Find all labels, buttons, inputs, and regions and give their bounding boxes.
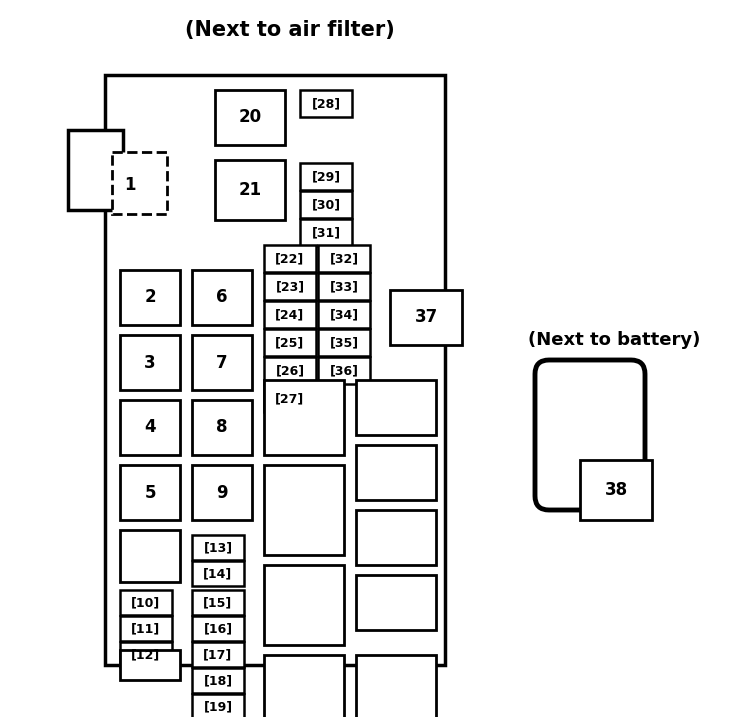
Bar bbox=[390, 290, 462, 345]
Text: [25]: [25] bbox=[276, 336, 304, 349]
Bar bbox=[264, 465, 344, 555]
Bar bbox=[120, 590, 172, 615]
Bar bbox=[356, 510, 436, 565]
Text: 5: 5 bbox=[144, 483, 156, 501]
Text: [13]: [13] bbox=[203, 541, 233, 554]
Text: [34]: [34] bbox=[329, 308, 359, 321]
Text: [35]: [35] bbox=[329, 336, 359, 349]
Text: 1: 1 bbox=[125, 176, 136, 194]
Bar bbox=[264, 245, 316, 272]
Text: 6: 6 bbox=[216, 288, 228, 306]
Bar bbox=[192, 465, 252, 520]
Text: [26]: [26] bbox=[276, 364, 304, 377]
Bar bbox=[192, 561, 244, 586]
Bar bbox=[300, 191, 352, 218]
Bar bbox=[192, 590, 244, 615]
Text: [24]: [24] bbox=[276, 308, 304, 321]
Text: [14]: [14] bbox=[203, 567, 233, 580]
Text: [15]: [15] bbox=[203, 596, 233, 609]
Bar bbox=[580, 460, 652, 520]
Bar bbox=[68, 130, 123, 210]
Bar bbox=[264, 329, 316, 356]
Bar bbox=[318, 273, 370, 300]
Bar bbox=[318, 301, 370, 328]
Text: 7: 7 bbox=[216, 353, 228, 371]
Text: 4: 4 bbox=[144, 419, 156, 437]
Bar bbox=[120, 616, 172, 641]
Text: (Next to air filter): (Next to air filter) bbox=[185, 20, 395, 40]
Bar bbox=[264, 655, 344, 717]
Bar bbox=[264, 565, 344, 645]
Text: 21: 21 bbox=[239, 181, 261, 199]
Text: 3: 3 bbox=[144, 353, 156, 371]
Bar bbox=[264, 385, 316, 412]
Text: [32]: [32] bbox=[329, 252, 359, 265]
Bar bbox=[105, 75, 445, 665]
Bar bbox=[356, 655, 436, 717]
Text: 9: 9 bbox=[216, 483, 228, 501]
Bar bbox=[215, 90, 285, 145]
Text: 20: 20 bbox=[239, 108, 261, 126]
Bar bbox=[192, 642, 244, 667]
Bar bbox=[120, 465, 180, 520]
Bar bbox=[318, 329, 370, 356]
Text: [16]: [16] bbox=[203, 622, 233, 635]
Bar bbox=[120, 642, 172, 667]
Bar bbox=[120, 530, 180, 582]
Text: (Next to battery): (Next to battery) bbox=[528, 331, 700, 349]
Text: [36]: [36] bbox=[329, 364, 359, 377]
Text: [29]: [29] bbox=[311, 170, 341, 183]
Text: [28]: [28] bbox=[311, 97, 341, 110]
Bar bbox=[264, 301, 316, 328]
Text: [19]: [19] bbox=[203, 700, 233, 713]
Bar bbox=[192, 535, 244, 560]
Bar bbox=[120, 270, 180, 325]
Bar bbox=[264, 357, 316, 384]
Bar bbox=[318, 245, 370, 272]
Text: [23]: [23] bbox=[276, 280, 304, 293]
Text: [18]: [18] bbox=[203, 674, 233, 687]
Bar bbox=[215, 160, 285, 220]
Bar bbox=[300, 163, 352, 190]
PathPatch shape bbox=[535, 360, 645, 510]
Bar bbox=[300, 219, 352, 246]
Text: [11]: [11] bbox=[131, 622, 161, 635]
Text: [31]: [31] bbox=[311, 226, 341, 239]
Text: 2: 2 bbox=[144, 288, 156, 306]
Text: [10]: [10] bbox=[131, 596, 161, 609]
Bar bbox=[264, 380, 344, 455]
Bar bbox=[356, 380, 436, 435]
Text: [17]: [17] bbox=[203, 648, 233, 661]
Bar bbox=[120, 335, 180, 390]
Bar bbox=[318, 357, 370, 384]
Bar bbox=[192, 668, 244, 693]
Bar bbox=[264, 273, 316, 300]
Text: [22]: [22] bbox=[276, 252, 304, 265]
Bar bbox=[300, 90, 352, 117]
Text: [33]: [33] bbox=[329, 280, 359, 293]
Text: [12]: [12] bbox=[131, 648, 161, 661]
Bar bbox=[356, 445, 436, 500]
Bar bbox=[120, 400, 180, 455]
Text: [27]: [27] bbox=[276, 392, 304, 405]
Text: 8: 8 bbox=[216, 419, 228, 437]
Bar bbox=[192, 270, 252, 325]
Bar bbox=[356, 575, 436, 630]
Bar bbox=[192, 616, 244, 641]
Text: 38: 38 bbox=[605, 481, 627, 499]
Bar bbox=[112, 152, 167, 214]
Bar bbox=[192, 694, 244, 717]
Bar bbox=[192, 335, 252, 390]
Text: [30]: [30] bbox=[311, 198, 341, 211]
Text: 37: 37 bbox=[414, 308, 438, 326]
Bar bbox=[120, 650, 180, 680]
Bar bbox=[192, 400, 252, 455]
